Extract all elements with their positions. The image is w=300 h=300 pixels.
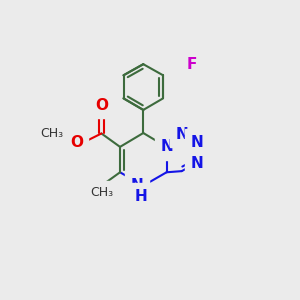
Text: CH₃: CH₃ — [40, 127, 63, 140]
Text: N: N — [190, 135, 203, 150]
Text: O: O — [70, 135, 83, 150]
Text: N: N — [130, 178, 143, 193]
Text: CH₃: CH₃ — [90, 186, 113, 200]
Text: F: F — [187, 57, 197, 72]
Text: N: N — [160, 140, 173, 154]
Text: H: H — [135, 189, 148, 204]
Text: N: N — [175, 127, 188, 142]
Text: O: O — [95, 98, 108, 113]
Text: N: N — [190, 155, 203, 170]
